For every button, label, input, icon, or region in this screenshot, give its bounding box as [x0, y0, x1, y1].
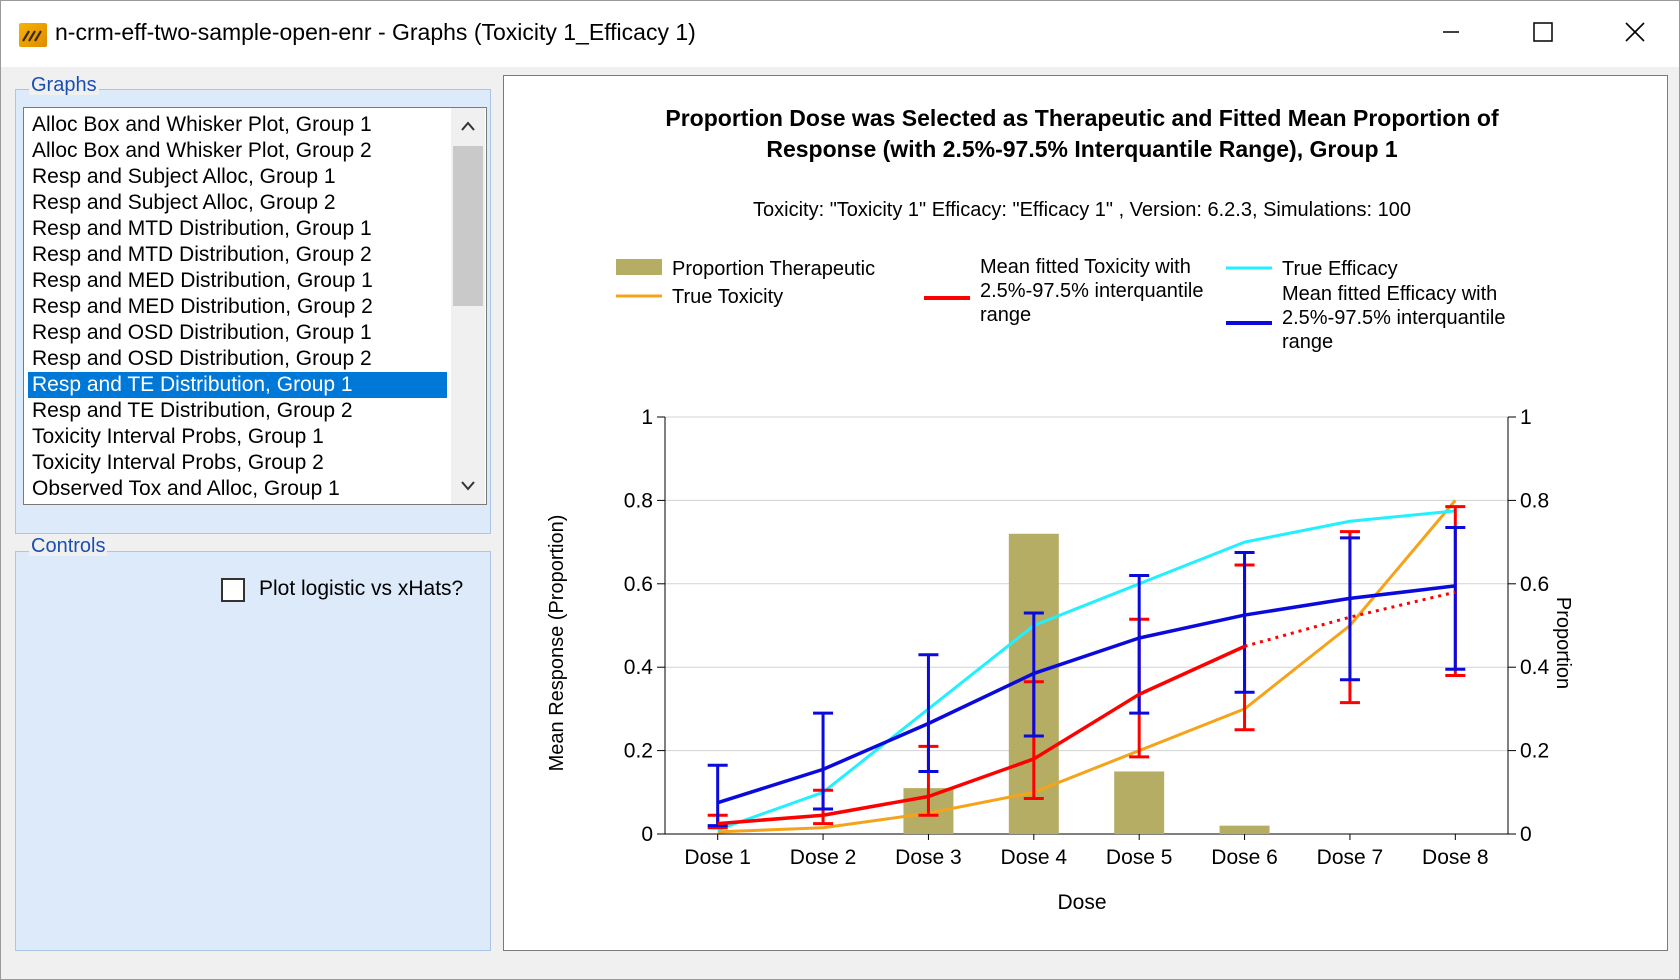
legend-mean-tox-2: 2.5%-97.5% interquantile: [980, 280, 1203, 302]
y-tick-label-right: 0: [1520, 823, 1532, 846]
line-mean-efficacy: [717, 584, 1456, 805]
list-item[interactable]: Resp and MTD Distribution, Group 1: [32, 217, 372, 240]
chart-title-line2: Response (with 2.5%-97.5% Interquantile …: [766, 136, 1398, 162]
scroll-down-button[interactable]: [451, 468, 485, 504]
list-item[interactable]: Toxicity Interval Probs, Group 1: [32, 425, 324, 448]
list-item[interactable]: Alloc Box and Whisker Plot, Group 2: [32, 139, 372, 162]
legend-mean-eff-3: range: [1282, 331, 1333, 353]
plot-logistic-label[interactable]: Plot logistic vs xHats?: [259, 577, 464, 600]
chevron-down-icon: [461, 481, 475, 491]
y-tick-label-right: 1: [1520, 406, 1532, 429]
controls-groupbox: [15, 551, 491, 951]
line-true-efficacy: [717, 509, 1456, 832]
bar-proportion-therapeutic: [1114, 771, 1165, 834]
list-item[interactable]: Resp and Subject Alloc, Group 2: [32, 191, 336, 214]
list-item[interactable]: Toxicity Interval Probs, Group 2: [32, 451, 324, 474]
plot-logistic-checkbox[interactable]: [221, 578, 245, 602]
title-bar[interactable]: n-crm-eff-two-sample-open-enr - Graphs (…: [1, 1, 1679, 67]
x-tick-label: Dose 7: [1317, 846, 1384, 869]
y-tick-label-left: 0: [641, 823, 653, 846]
close-icon: [1625, 22, 1645, 42]
list-item[interactable]: Resp and MTD Distribution, Group 2: [32, 243, 372, 266]
list-item[interactable]: Resp and Subject Alloc, Group 1: [32, 165, 336, 188]
x-tick-label: Dose 2: [790, 846, 857, 869]
x-tick-label: Dose 3: [895, 846, 962, 869]
list-item[interactable]: Observed Tox and Alloc, Group 1: [32, 477, 340, 500]
line-true-toxicity: [717, 499, 1457, 834]
list-item[interactable]: Resp and MED Distribution, Group 2: [32, 295, 373, 318]
maximize-icon: [1533, 22, 1553, 42]
y-tick-label-right: 0.2: [1520, 740, 1549, 763]
y-tick-label-right: 0.8: [1520, 489, 1549, 512]
y-axis-label-right: Proportion: [1552, 597, 1574, 689]
legend-true-toxicity: True Toxicity: [672, 286, 783, 308]
y-tick-label-left: 1: [641, 406, 653, 429]
y-tick-label-left: 0.2: [624, 740, 653, 763]
maximize-button[interactable]: [1497, 1, 1589, 63]
x-axis-label: Dose: [1057, 891, 1106, 914]
x-tick-label: Dose 6: [1211, 846, 1278, 869]
legend-mean-eff-2: 2.5%-97.5% interquantile: [1282, 307, 1505, 329]
chart-panel: Proportion Dose was Selected as Therapeu…: [503, 75, 1668, 951]
list-item[interactable]: Resp and TE Distribution, Group 1: [28, 372, 447, 398]
close-button[interactable]: [1589, 1, 1680, 63]
list-item[interactable]: Resp and TE Distribution, Group 2: [32, 399, 353, 422]
legend-true-efficacy: True Efficacy: [1282, 258, 1398, 280]
scroll-up-button[interactable]: [451, 108, 485, 144]
y-tick-label-left: 0.6: [624, 573, 653, 596]
scroll-thumb[interactable]: [453, 146, 483, 306]
x-tick-label: Dose 8: [1422, 846, 1489, 869]
minimize-button[interactable]: [1405, 1, 1497, 63]
chevron-up-icon: [461, 121, 475, 131]
list-item[interactable]: Resp and OSD Distribution, Group 2: [32, 347, 372, 370]
legend-proportion-therapeutic: Proportion Therapeutic: [672, 258, 875, 280]
y-tick-label-right: 0.4: [1520, 656, 1550, 679]
chart-title-line1: Proportion Dose was Selected as Therapeu…: [665, 105, 1499, 131]
line-mean-toxicity: [717, 644, 1246, 826]
legend-swatch-proportion-therapeutic: [616, 259, 662, 275]
minimize-icon: [1443, 31, 1459, 33]
graphs-group-title: Graphs: [29, 74, 99, 96]
controls-group-title: Controls: [29, 535, 108, 557]
y-tick-label-left: 0.8: [624, 489, 653, 512]
list-item[interactable]: Alloc Box and Whisker Plot, Group 1: [32, 113, 372, 136]
y-axis-label-left: Mean Response (Proportion): [546, 515, 568, 772]
list-item[interactable]: Resp and OSD Distribution, Group 1: [32, 321, 372, 344]
listbox-scrollbar[interactable]: [451, 108, 485, 504]
list-item[interactable]: Resp and MED Distribution, Group 1: [32, 269, 373, 292]
legend-mean-tox-1: Mean fitted Toxicity with: [980, 256, 1191, 278]
window-title: n-crm-eff-two-sample-open-enr - Graphs (…: [55, 19, 696, 45]
app-logo-icon: [19, 23, 47, 47]
y-tick-label-right: 0.6: [1520, 573, 1549, 596]
graphs-listbox[interactable]: Alloc Box and Whisker Plot, Group 1 Alloc…: [23, 107, 487, 505]
chart-svg: Proportion Dose was Selected as Therapeu…: [546, 105, 1574, 914]
x-tick-label: Dose 5: [1106, 846, 1173, 869]
legend-mean-tox-3: range: [980, 304, 1031, 326]
bar-proportion-therapeutic: [1219, 825, 1270, 834]
x-tick-label: Dose 1: [684, 846, 751, 869]
y-tick-label-left: 0.4: [624, 656, 654, 679]
chart-subtitle: Toxicity: "Toxicity 1" Efficacy: "Effica…: [753, 199, 1411, 221]
x-tick-label: Dose 4: [1001, 846, 1068, 869]
legend-mean-eff-1: Mean fitted Efficacy with: [1282, 283, 1497, 305]
